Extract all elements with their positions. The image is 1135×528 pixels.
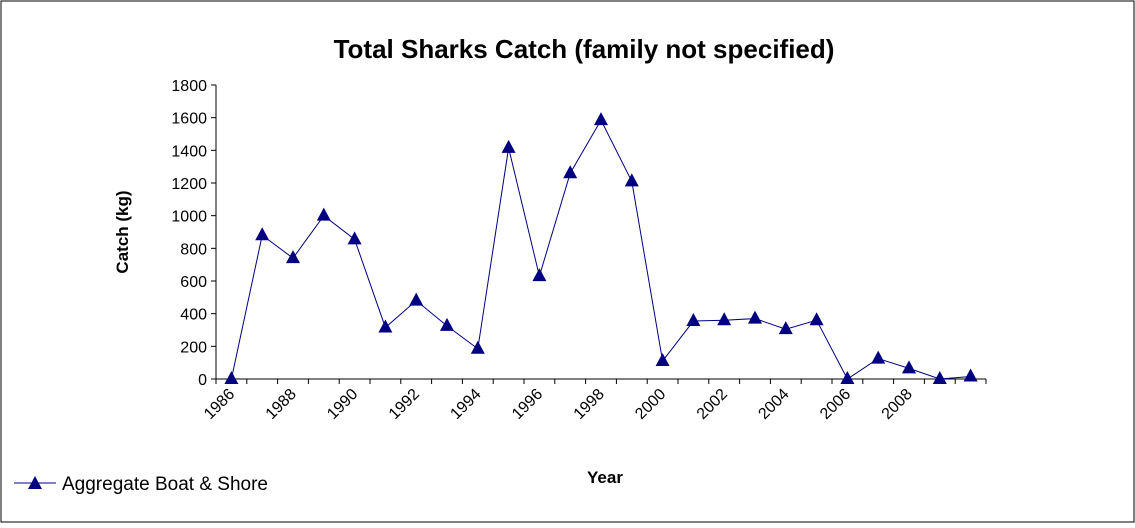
data-point-marker [778, 321, 793, 335]
data-point-marker [902, 360, 916, 374]
data-point-marker [624, 173, 639, 187]
legend: Aggregate Boat & Shore [14, 474, 268, 495]
y-tick-label: 1400 [171, 143, 207, 160]
data-point-marker [809, 312, 824, 326]
data-point-marker [871, 350, 886, 364]
data-point-marker [501, 139, 516, 153]
data-point-marker [717, 312, 732, 326]
data-point-marker [963, 368, 978, 382]
y-tick-label: 1200 [171, 176, 207, 193]
y-tick-label: 1000 [171, 209, 207, 226]
y-tick-label: 200 [180, 339, 207, 356]
data-point-marker [594, 112, 608, 126]
chart-title: Total Sharks Catch (family not specified… [334, 34, 835, 64]
y-tick-label: 400 [180, 307, 207, 324]
data-point-marker [255, 227, 270, 241]
data-point-marker [655, 353, 670, 367]
y-tick-label: 800 [180, 241, 207, 258]
data-point-marker [409, 292, 424, 306]
data-point-marker [347, 231, 362, 245]
data-point-marker [563, 165, 578, 179]
y-tick-label: 1800 [171, 78, 207, 95]
y-tick-label: 1600 [171, 111, 207, 128]
data-point-marker [378, 319, 393, 333]
data-point-marker [748, 310, 762, 324]
y-tick-label: 600 [180, 274, 207, 291]
data-point-marker [532, 268, 547, 282]
data-point-marker [686, 313, 701, 327]
data-point-marker [840, 371, 855, 384]
data-point-marker [316, 207, 331, 221]
legend-label: Aggregate Boat & Shore [62, 474, 268, 495]
y-tick-label: 0 [198, 372, 207, 389]
data-point-marker [932, 371, 947, 384]
x-axis-label: Year [587, 468, 623, 487]
y-axis-label: Catch (kg) [113, 190, 132, 273]
data-point-marker [440, 317, 454, 331]
legend-marker [28, 476, 42, 489]
data-point-marker [286, 250, 300, 264]
data-point-marker [470, 340, 485, 354]
series-layer [224, 112, 978, 384]
data-point-marker [224, 371, 239, 384]
